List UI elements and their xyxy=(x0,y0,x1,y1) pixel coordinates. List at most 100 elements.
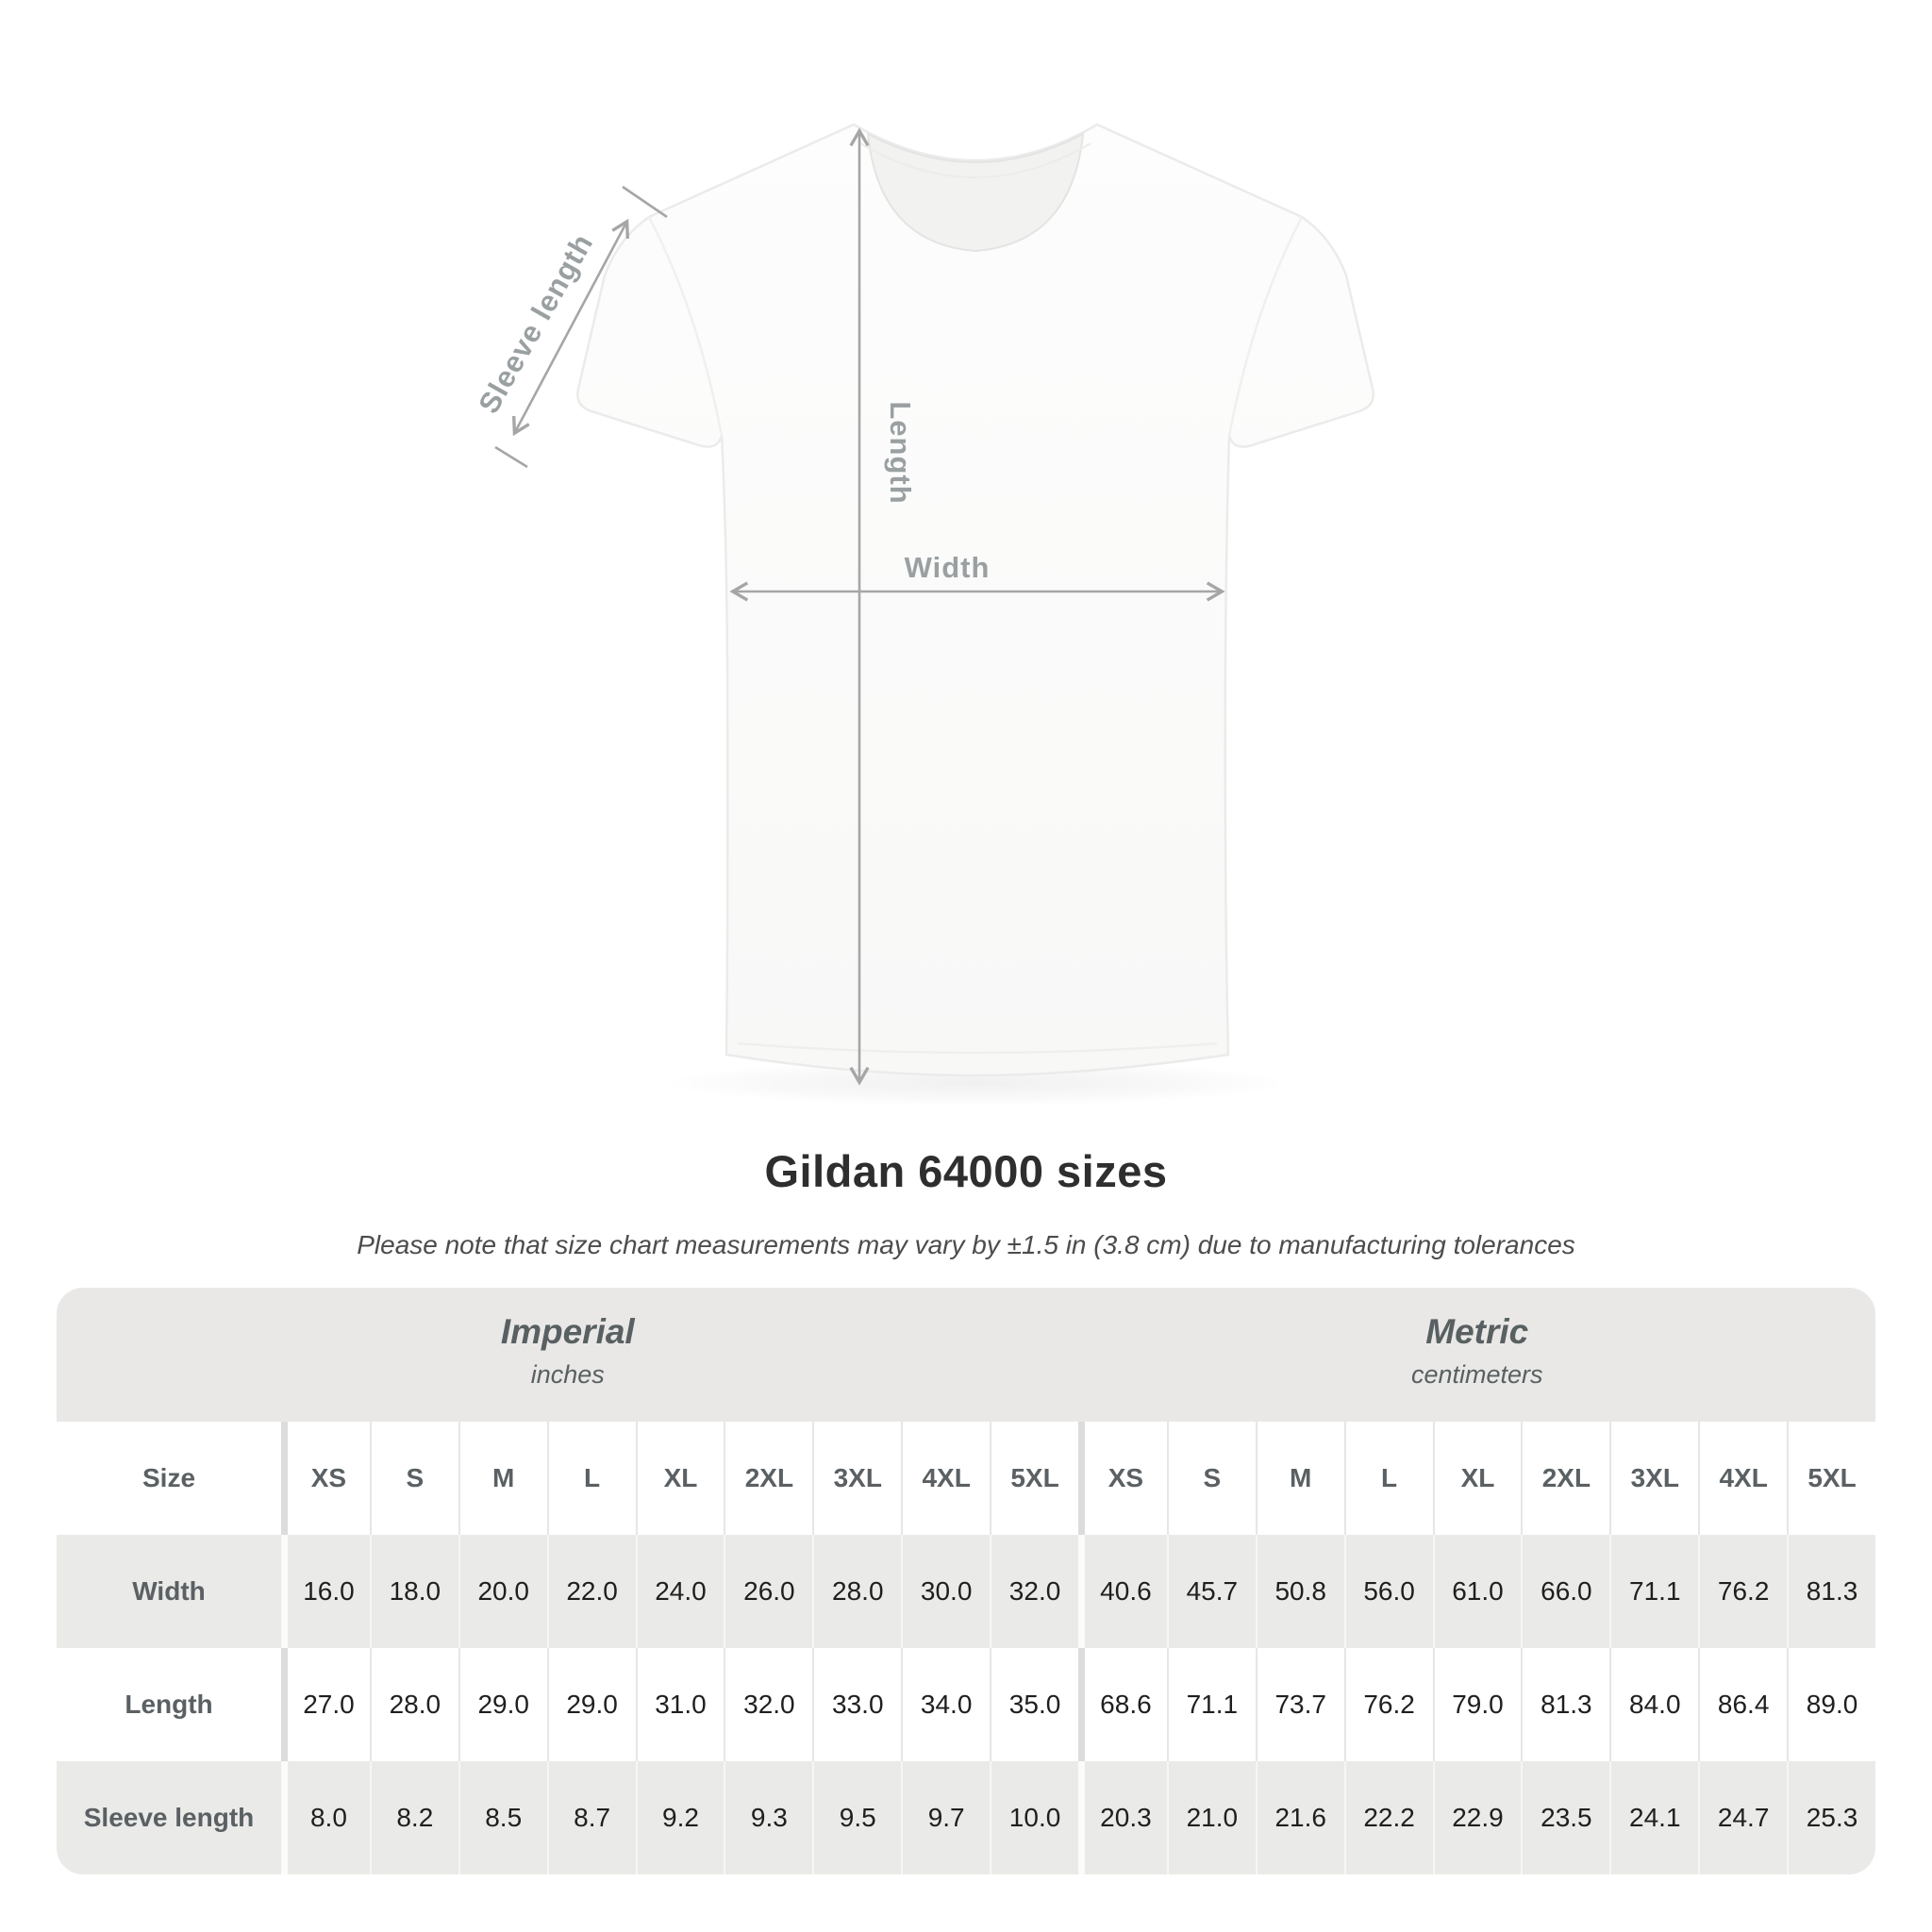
unit-group-header-band: Imperial inches Metric centimeters xyxy=(57,1288,1875,1422)
value-cell-metric: 73.7 xyxy=(1255,1648,1344,1761)
tshirt-measurement-diagram: Sleeve length Length Width xyxy=(472,123,1374,1106)
size-header-imperial: XS xyxy=(281,1422,370,1535)
value-cell-imperial: 22.0 xyxy=(546,1535,636,1648)
table-row: Sleeve length 8.0 8.2 8.5 8.7 9.2 9.3 9.5 9.7 10.… xyxy=(57,1761,1875,1874)
value-cell-metric: 50.8 xyxy=(1255,1535,1344,1648)
value-cell-metric: 71.1 xyxy=(1609,1535,1698,1648)
value-cell-imperial: 32.0 xyxy=(990,1535,1078,1648)
value-cell-metric: 71.1 xyxy=(1166,1648,1256,1761)
size-header-metric: XS xyxy=(1077,1422,1167,1535)
value-cell-imperial: 26.0 xyxy=(724,1535,812,1648)
measurement-arrows xyxy=(494,127,1225,1086)
value-cell-metric: 24.1 xyxy=(1609,1761,1698,1874)
length-label: Length xyxy=(884,401,917,504)
shirt-collar-opening xyxy=(866,132,1085,253)
imperial-group-header: Imperial inches xyxy=(57,1288,1079,1422)
imperial-subtitle: inches xyxy=(530,1360,605,1389)
value-cell-imperial: 24.0 xyxy=(635,1535,724,1648)
value-cell-metric: 22.2 xyxy=(1343,1761,1433,1874)
shirt-body xyxy=(576,123,1374,1077)
size-header-metric: S xyxy=(1166,1422,1256,1535)
value-cell-metric: 40.6 xyxy=(1077,1535,1167,1648)
value-cell-imperial: 9.3 xyxy=(724,1761,812,1874)
shirt-hem-stitch xyxy=(737,1041,1218,1055)
table-row: Width 16.0 18.0 20.0 22.0 24.0 26.0 28.0 30.0 32.… xyxy=(57,1535,1875,1648)
value-cell-metric: 79.0 xyxy=(1432,1648,1522,1761)
size-header-metric: 3XL xyxy=(1609,1422,1698,1535)
value-cell-imperial: 27.0 xyxy=(281,1648,370,1761)
size-table-rows: Size XS S M L XL 2XL 3XL 4XL 5XL XS S M L XL 2XL 3XL 4XL 5… xyxy=(57,1422,1875,1874)
size-header-metric: 5XL xyxy=(1787,1422,1875,1535)
value-cell-metric: 61.0 xyxy=(1432,1535,1522,1648)
value-cell-metric: 56.0 xyxy=(1343,1535,1433,1648)
value-cell-metric: 22.9 xyxy=(1432,1761,1522,1874)
value-cell-imperial: 32.0 xyxy=(724,1648,812,1761)
size-header-metric: XL xyxy=(1432,1422,1522,1535)
imperial-title: Imperial xyxy=(500,1312,635,1351)
row-label: Sleeve length xyxy=(83,1803,255,1832)
value-cell-imperial: 34.0 xyxy=(901,1648,990,1761)
value-cell-imperial: 9.2 xyxy=(635,1761,724,1874)
sleeve-length-arrow xyxy=(511,218,630,437)
value-cell-imperial: 8.5 xyxy=(458,1761,547,1874)
value-cell-imperial: 28.0 xyxy=(369,1648,458,1761)
value-cell-imperial: 35.0 xyxy=(990,1648,1078,1761)
row-label: Width xyxy=(132,1576,206,1606)
shirt-shadow xyxy=(664,1060,1287,1106)
table-row: Size XS S M L XL 2XL 3XL 4XL 5XL XS S M L XL 2XL 3XL 4XL 5… xyxy=(57,1422,1875,1535)
value-cell-imperial: 8.7 xyxy=(546,1761,636,1874)
size-header-imperial: XL xyxy=(635,1422,724,1535)
sleeve-length-tick-top xyxy=(622,185,668,219)
value-cell-imperial: 16.0 xyxy=(281,1535,370,1648)
value-cell-metric: 21.0 xyxy=(1166,1761,1256,1874)
value-cell-metric: 84.0 xyxy=(1609,1648,1698,1761)
size-header-metric: M xyxy=(1255,1422,1344,1535)
value-cell-imperial: 10.0 xyxy=(990,1761,1078,1874)
value-cell-metric: 86.4 xyxy=(1698,1648,1787,1761)
page-title: Gildan 64000 sizes xyxy=(764,1146,1168,1196)
tolerance-note: Please note that size chart measurements… xyxy=(357,1230,1575,1259)
value-cell-metric: 20.3 xyxy=(1077,1761,1167,1874)
value-cell-imperial: 18.0 xyxy=(369,1535,458,1648)
shirt-left-sleeve-seam xyxy=(647,216,724,437)
value-cell-imperial: 33.0 xyxy=(812,1648,901,1761)
size-header-imperial: S xyxy=(369,1422,458,1535)
size-column-header: Size xyxy=(142,1463,196,1492)
value-cell-imperial: 20.0 xyxy=(458,1535,547,1648)
size-table: Imperial inches Metric centimeters Size X… xyxy=(57,1288,1875,1874)
value-cell-metric: 66.0 xyxy=(1521,1535,1609,1648)
shirt-right-sleeve-seam xyxy=(1227,216,1304,437)
value-cell-metric: 25.3 xyxy=(1787,1761,1875,1874)
value-cell-imperial: 29.0 xyxy=(546,1648,636,1761)
value-cell-metric: 68.6 xyxy=(1077,1648,1167,1761)
size-header-imperial: 5XL xyxy=(990,1422,1078,1535)
tshirt-graphic xyxy=(576,123,1374,1077)
size-header-imperial: 2XL xyxy=(724,1422,812,1535)
value-cell-imperial: 29.0 xyxy=(458,1648,547,1761)
width-label: Width xyxy=(905,551,991,584)
size-header-imperial: 4XL xyxy=(901,1422,990,1535)
value-cell-metric: 21.6 xyxy=(1255,1761,1344,1874)
value-cell-metric: 76.2 xyxy=(1343,1648,1433,1761)
size-header-imperial: L xyxy=(546,1422,636,1535)
value-cell-imperial: 30.0 xyxy=(901,1535,990,1648)
value-cell-imperial: 9.7 xyxy=(901,1761,990,1874)
value-cell-metric: 23.5 xyxy=(1521,1761,1609,1874)
value-cell-imperial: 31.0 xyxy=(635,1648,724,1761)
value-cell-imperial: 28.0 xyxy=(812,1535,901,1648)
sleeve-length-tick-bottom xyxy=(494,445,528,469)
value-cell-metric: 24.7 xyxy=(1698,1761,1787,1874)
value-cell-imperial: 8.2 xyxy=(369,1761,458,1874)
size-header-metric: 4XL xyxy=(1698,1422,1787,1535)
value-cell-metric: 89.0 xyxy=(1787,1648,1875,1761)
metric-title: Metric xyxy=(1425,1312,1529,1351)
size-header-metric: L xyxy=(1343,1422,1433,1535)
value-cell-metric: 81.3 xyxy=(1521,1648,1609,1761)
row-label: Length xyxy=(125,1690,213,1719)
value-cell-imperial: 8.0 xyxy=(281,1761,370,1874)
size-header-metric: 2XL xyxy=(1521,1422,1609,1535)
size-header-imperial: 3XL xyxy=(812,1422,901,1535)
value-cell-metric: 81.3 xyxy=(1787,1535,1875,1648)
metric-subtitle: centimeters xyxy=(1410,1360,1543,1389)
